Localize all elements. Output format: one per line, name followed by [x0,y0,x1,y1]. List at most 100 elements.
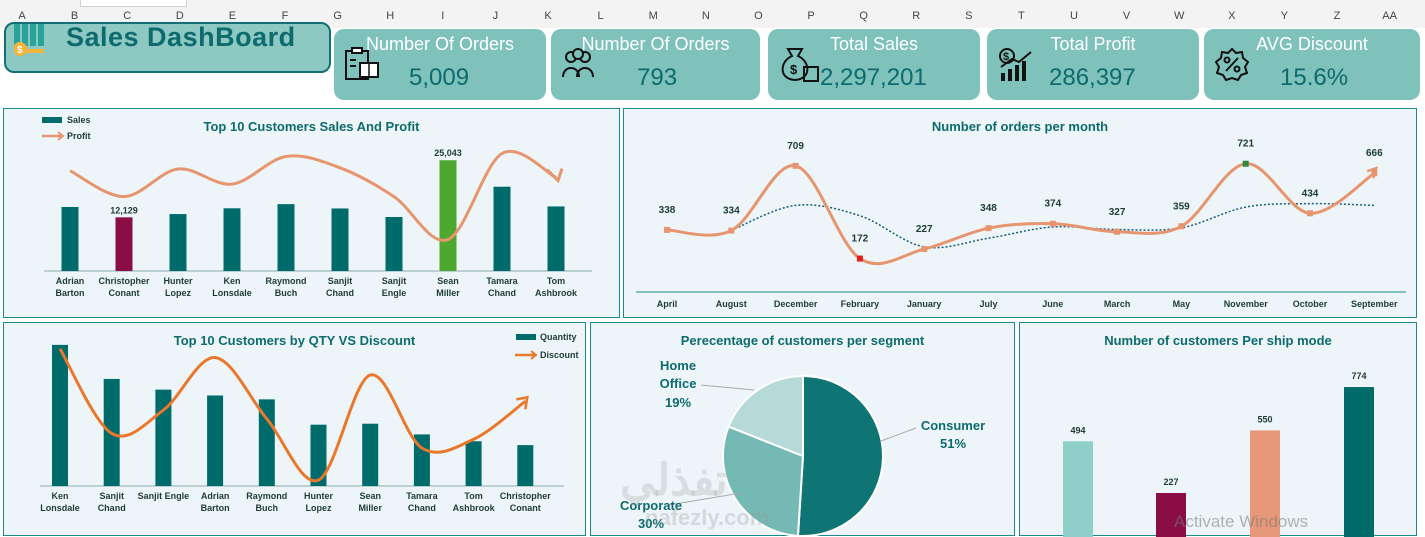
column-letter[interactable]: C [123,10,132,22]
svg-text:$: $ [17,45,23,56]
leader-line [700,384,755,391]
category-label: Barton [56,288,85,298]
category-label: Lopez [306,503,332,513]
data-label: 227 [916,224,933,235]
category-label: Raymond [265,276,306,286]
kpi-card: Total Sales $2,297,201 [768,29,980,100]
quantity-bar [413,434,430,486]
category-label: Sean [437,276,459,286]
legend-label: Profit [67,131,91,141]
category-label: Tom [464,491,482,501]
discount-badge-icon [1214,47,1250,82]
category-label: Ken [51,491,68,501]
column-letter[interactable]: E [228,10,237,22]
category-label: Chand [488,288,516,298]
column-letter[interactable]: Z [1333,10,1341,22]
month-label: March [1104,299,1131,309]
sales-bar [277,204,295,271]
column-letter[interactable]: U [1070,10,1078,22]
data-point [728,227,735,234]
sales-profit-chart: Adrian Barton Christopher Conant 12,129 Hunte… [42,115,592,298]
kpi-title: Total Profit [1050,34,1136,54]
column-letter[interactable]: I [441,10,445,22]
data-point [1049,220,1056,227]
column-letter[interactable]: B [70,10,79,22]
data-label: 359 [1173,201,1190,212]
discount-arrowhead [516,395,529,410]
column-letter[interactable]: R [912,10,921,22]
column-letter[interactable]: S [965,10,973,22]
chart-title: Top 10 Customers Sales And Profit [203,119,420,134]
category-label: Miller [358,503,382,513]
column-letter[interactable]: F [281,10,289,22]
column-letter[interactable]: H [386,10,395,22]
data-label: 338 [659,205,676,216]
data-label: 12,129 [110,205,138,215]
column-letter[interactable]: AA [1382,10,1397,22]
column-letter[interactable]: D [175,10,184,22]
category-label: Tamara [406,491,438,501]
category-label: Sean [359,491,381,501]
data-label: 348 [980,203,997,214]
data-point [921,246,928,253]
sales-bar [169,214,187,271]
leader-line [668,492,742,506]
month-label: December [774,299,818,309]
legend-label: Sales [67,115,91,125]
title-banner: $ Sales DashBoard [4,22,331,73]
month-label: May [1173,299,1191,309]
slice-label: Corporate [620,498,682,513]
column-letter[interactable]: W [1173,10,1185,22]
column-letter[interactable]: V [1122,10,1131,22]
kpi-title: AVG Discount [1256,34,1368,54]
category-label: Christopher [500,491,552,501]
legend-label: Discount [540,350,579,360]
data-label: 550 [1257,414,1272,424]
month-label: April [657,299,678,309]
chart-title: Number of customers Per ship mode [1104,333,1332,348]
column-letter[interactable]: L [597,10,604,22]
column-letter[interactable]: N [701,10,710,22]
column-letter[interactable]: J [492,10,499,22]
column-letter[interactable]: X [1228,10,1236,22]
category-label: Lonsdale [40,503,80,513]
category-label: Adrian [201,491,230,501]
column-letter[interactable]: Y [1280,10,1289,22]
sheet-tab[interactable] [80,0,187,7]
sales-bar [331,208,349,271]
column-letter[interactable]: G [333,10,342,22]
column-letter[interactable]: P [807,10,815,22]
kpi-value: 2,297,201 [820,64,927,91]
kpi-card: Number Of Orders 793 [551,29,760,100]
orders-per-month-chart: 338 April 334 August 709 December 172 February 2… [636,139,1406,309]
column-letter[interactable]: A [18,10,26,22]
category-label: Raymond [246,491,287,501]
kpi-value: 5,009 [409,64,470,91]
column-letter[interactable]: Q [859,10,868,22]
pie-slice [727,374,804,458]
quantity-bar [465,441,482,486]
sales-bar [223,208,241,271]
sales-bar [493,186,511,271]
chart-title: Perecentage of customers per segment [680,333,925,348]
segment-pie-chart: Consumer 51% Corporate 30% Home Office 19% [620,358,985,537]
data-label: 334 [723,206,740,217]
kpi-card: AVG Discount 15.6% [1204,29,1420,100]
column-letter[interactable]: O [754,10,763,22]
category-label: Barton [201,503,230,513]
kpi-value: 15.6% [1280,64,1349,91]
ship-mode-bar [1344,387,1374,537]
bar-logo-icon: $ [14,24,44,56]
column-letter[interactable]: T [1018,10,1025,22]
category-label: Lonsdale [212,288,252,298]
watermark-logo: تفذلي [620,456,728,505]
data-point [1307,210,1313,217]
quantity-bar [207,395,224,486]
month-label: July [979,299,997,309]
quantity-bar [310,424,327,486]
column-letter[interactable]: K [544,10,552,22]
column-letter[interactable]: M [648,10,658,22]
activate-windows-notice: Activate Windows [1174,512,1309,531]
slice-percent: 30% [638,516,664,531]
kpi-title: Number Of Orders [365,34,515,54]
